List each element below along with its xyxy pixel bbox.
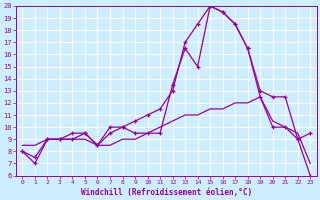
X-axis label: Windchill (Refroidissement éolien,°C): Windchill (Refroidissement éolien,°C) — [81, 188, 252, 197]
